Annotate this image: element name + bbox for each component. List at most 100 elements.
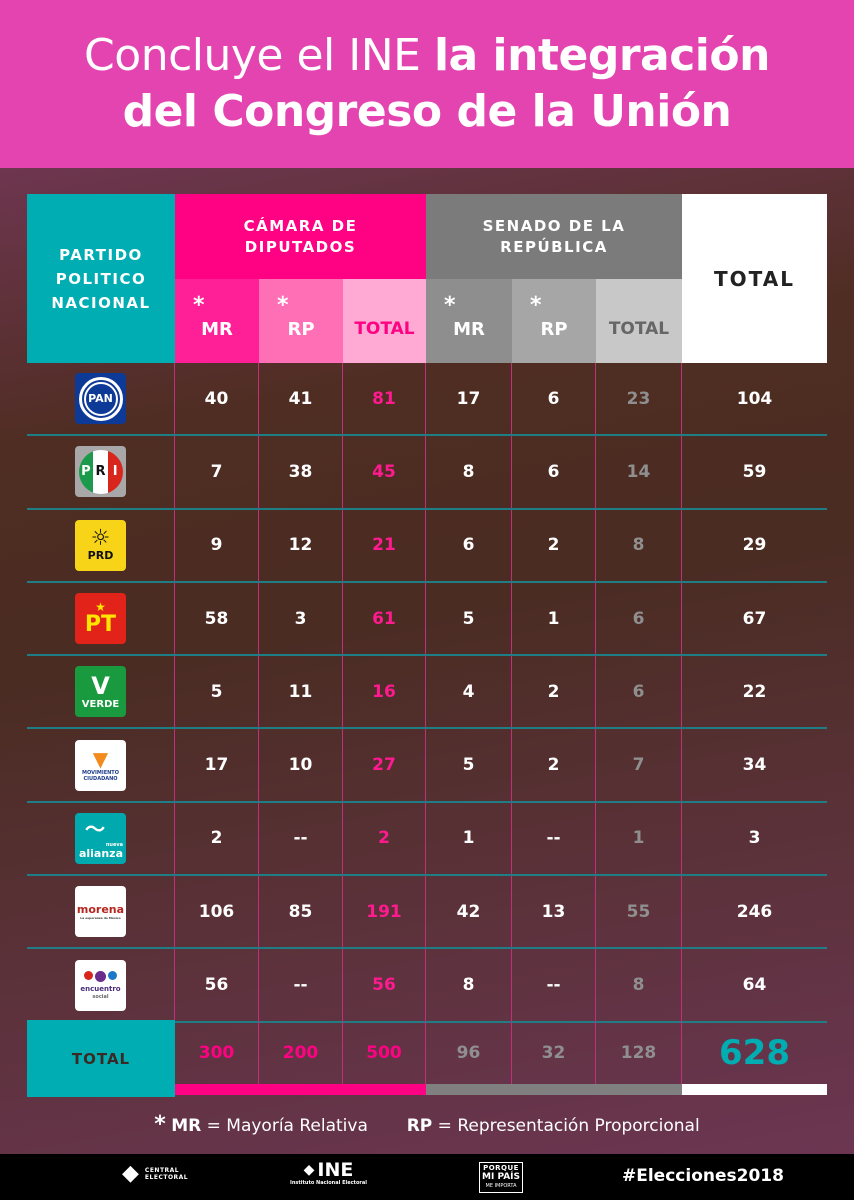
porque-text: PORQUE (483, 1164, 519, 1172)
sen-rp-cell: 2 (512, 729, 596, 801)
diputados-bar (175, 1084, 426, 1095)
pan-logo-icon: PAN (75, 373, 126, 425)
sen-total-cell: 8 (596, 949, 682, 1021)
legend: * MR = Mayoría Relativa RP = Representac… (0, 1112, 854, 1137)
pri-logo-icon: P R I (75, 446, 126, 498)
verde-logo-icon: V VERDE (75, 666, 126, 718)
header-total: TOTAL (682, 194, 827, 363)
sen-mr-cell: 5 (426, 582, 512, 655)
party-cell: P R I (27, 436, 175, 508)
party-cell: PAN (27, 363, 175, 435)
dip-total-cell: 21 (343, 509, 426, 581)
dip-rp-cell: 85 (259, 876, 343, 948)
grand-total: 628 (719, 1032, 790, 1073)
movimiento-ciudadano-logo-icon: ▼ MOVIMIENTO CIUDADANO (75, 739, 126, 791)
central-text: ELECTORAL (144, 1174, 189, 1181)
morena-logo-icon: morena La esperanza de México (75, 886, 126, 938)
table-row: V VERDE 5 11 16 4 2 6 22 (27, 656, 827, 730)
dip-rp-cell: -- (259, 802, 343, 875)
subheader-sen-total: TOTAL (596, 279, 682, 363)
total-sen-mr: 96 (426, 1020, 512, 1085)
dip-rp-cell: 12 (259, 509, 343, 581)
subheader-label: RP (287, 318, 315, 340)
porque-text: MI PAÍS (482, 1172, 521, 1182)
title-light: Concluye el INE (84, 30, 421, 81)
legend-mr-text: = Mayoría Relativa (206, 1116, 368, 1136)
encuentro-logo-subtext: social (92, 993, 109, 1000)
central-text: CENTRAL (144, 1167, 180, 1174)
sen-total-cell: 14 (596, 436, 682, 508)
dip-mr-cell: 5 (175, 656, 259, 728)
table-row: 〜 nueva alianza 2 -- 2 1 -- 1 3 (27, 802, 827, 877)
header-camara-line: CÁMARA DE (243, 216, 358, 235)
alianza-small-text: nueva (105, 841, 123, 848)
header-party-line: NACIONAL (51, 293, 151, 312)
table-row: ▼ MOVIMIENTO CIUDADANO 17 10 27 5 2 7 34 (27, 729, 827, 803)
prd-logo-icon: ☼ PRD (75, 519, 126, 571)
sen-mr-cell: 5 (426, 729, 512, 801)
totals-row: TOTAL 300 200 500 96 32 128 628 (27, 1020, 827, 1097)
table-row: ★ PT 58 3 61 5 1 6 67 (27, 582, 827, 657)
header-senado-line: SENADO DE LA (482, 216, 626, 235)
dip-mr-cell: 2 (175, 802, 259, 875)
pan-logo-text: PAN (83, 381, 118, 416)
table-body: PAN 40 41 81 17 6 23 104 P R (27, 363, 827, 1023)
total-cell: 64 (742, 975, 767, 996)
dip-mr-cell: 7 (175, 436, 259, 508)
total-cell: 104 (736, 388, 773, 409)
total-cell: 22 (742, 681, 767, 702)
party-cell: morena La esperanza de México (27, 876, 175, 948)
sen-total-cell: 1 (596, 802, 682, 875)
footer: ◆ CENTRAL ELECTORAL ◆ INE Instituto Naci… (0, 1154, 854, 1200)
subheader-label: MR (201, 318, 233, 340)
party-cell: ☼ PRD (27, 509, 175, 581)
dip-total-cell: 45 (343, 436, 426, 508)
dip-total-cell: 191 (343, 876, 426, 948)
subheader-label: MR (453, 318, 485, 340)
sen-rp-cell: 2 (512, 656, 596, 728)
header-senado: SENADO DE LA REPÚBLICA (426, 194, 682, 279)
sen-mr-cell: 8 (426, 436, 512, 508)
title-line-2: del Congreso de la Unión (122, 86, 732, 137)
pri-letter: R (93, 449, 108, 494)
prd-logo-text: PRD (87, 549, 114, 563)
sen-mr-cell: 4 (426, 656, 512, 728)
sen-total-cell: 7 (596, 729, 682, 801)
morena-logo-text: morena (76, 902, 125, 916)
total-bar (682, 1084, 827, 1095)
total-cell: 29 (742, 535, 767, 556)
header-camara-diputados: CÁMARA DE DIPUTADOS (175, 194, 426, 279)
title-bold-1: la integración (433, 30, 770, 81)
title-line-1: Concluye el INE la integración (84, 28, 770, 84)
sen-rp-cell: -- (512, 949, 596, 1021)
sen-mr-cell: 42 (426, 876, 512, 948)
porque-mi-pais-logo: PORQUE MI PAÍS ME IMPORTA (479, 1162, 524, 1193)
subheader-dip-rp: * RP (259, 279, 343, 363)
asterisk: * (530, 293, 542, 318)
ine-logo: ◆ INE Instituto Nacional Electoral (290, 1160, 367, 1187)
sen-rp-cell: 13 (512, 876, 596, 948)
dip-mr-cell: 9 (175, 509, 259, 581)
dip-total-cell: 56 (343, 949, 426, 1021)
dip-rp-cell: -- (259, 949, 343, 1021)
dip-mr-cell: 58 (175, 582, 259, 655)
sen-total-cell: 23 (596, 363, 682, 435)
mc-logo-text: MOVIMIENTO (82, 770, 119, 777)
alianza-logo-text: alianza (78, 846, 123, 860)
morena-logo-subtext: La esperanza de México (80, 915, 121, 920)
sen-mr-cell: 17 (426, 363, 512, 435)
dip-mr-cell: 17 (175, 729, 259, 801)
ine-subtext: Instituto Nacional Electoral (290, 1180, 367, 1186)
pt-logo-icon: ★ PT (75, 593, 126, 645)
check-v-icon: V (91, 671, 110, 700)
table-row: morena La esperanza de México 106 85 191… (27, 876, 827, 950)
subheader-label: TOTAL (608, 319, 670, 339)
party-cell: 〜 nueva alianza (27, 802, 175, 875)
asterisk: * (193, 293, 205, 318)
dip-rp-cell: 10 (259, 729, 343, 801)
header-party-line: POLITICO (55, 269, 147, 288)
party-cell: V VERDE (27, 656, 175, 728)
total-dip-rp: 200 (259, 1020, 343, 1085)
dip-rp-cell: 41 (259, 363, 343, 435)
ine-text: INE (317, 1159, 354, 1181)
